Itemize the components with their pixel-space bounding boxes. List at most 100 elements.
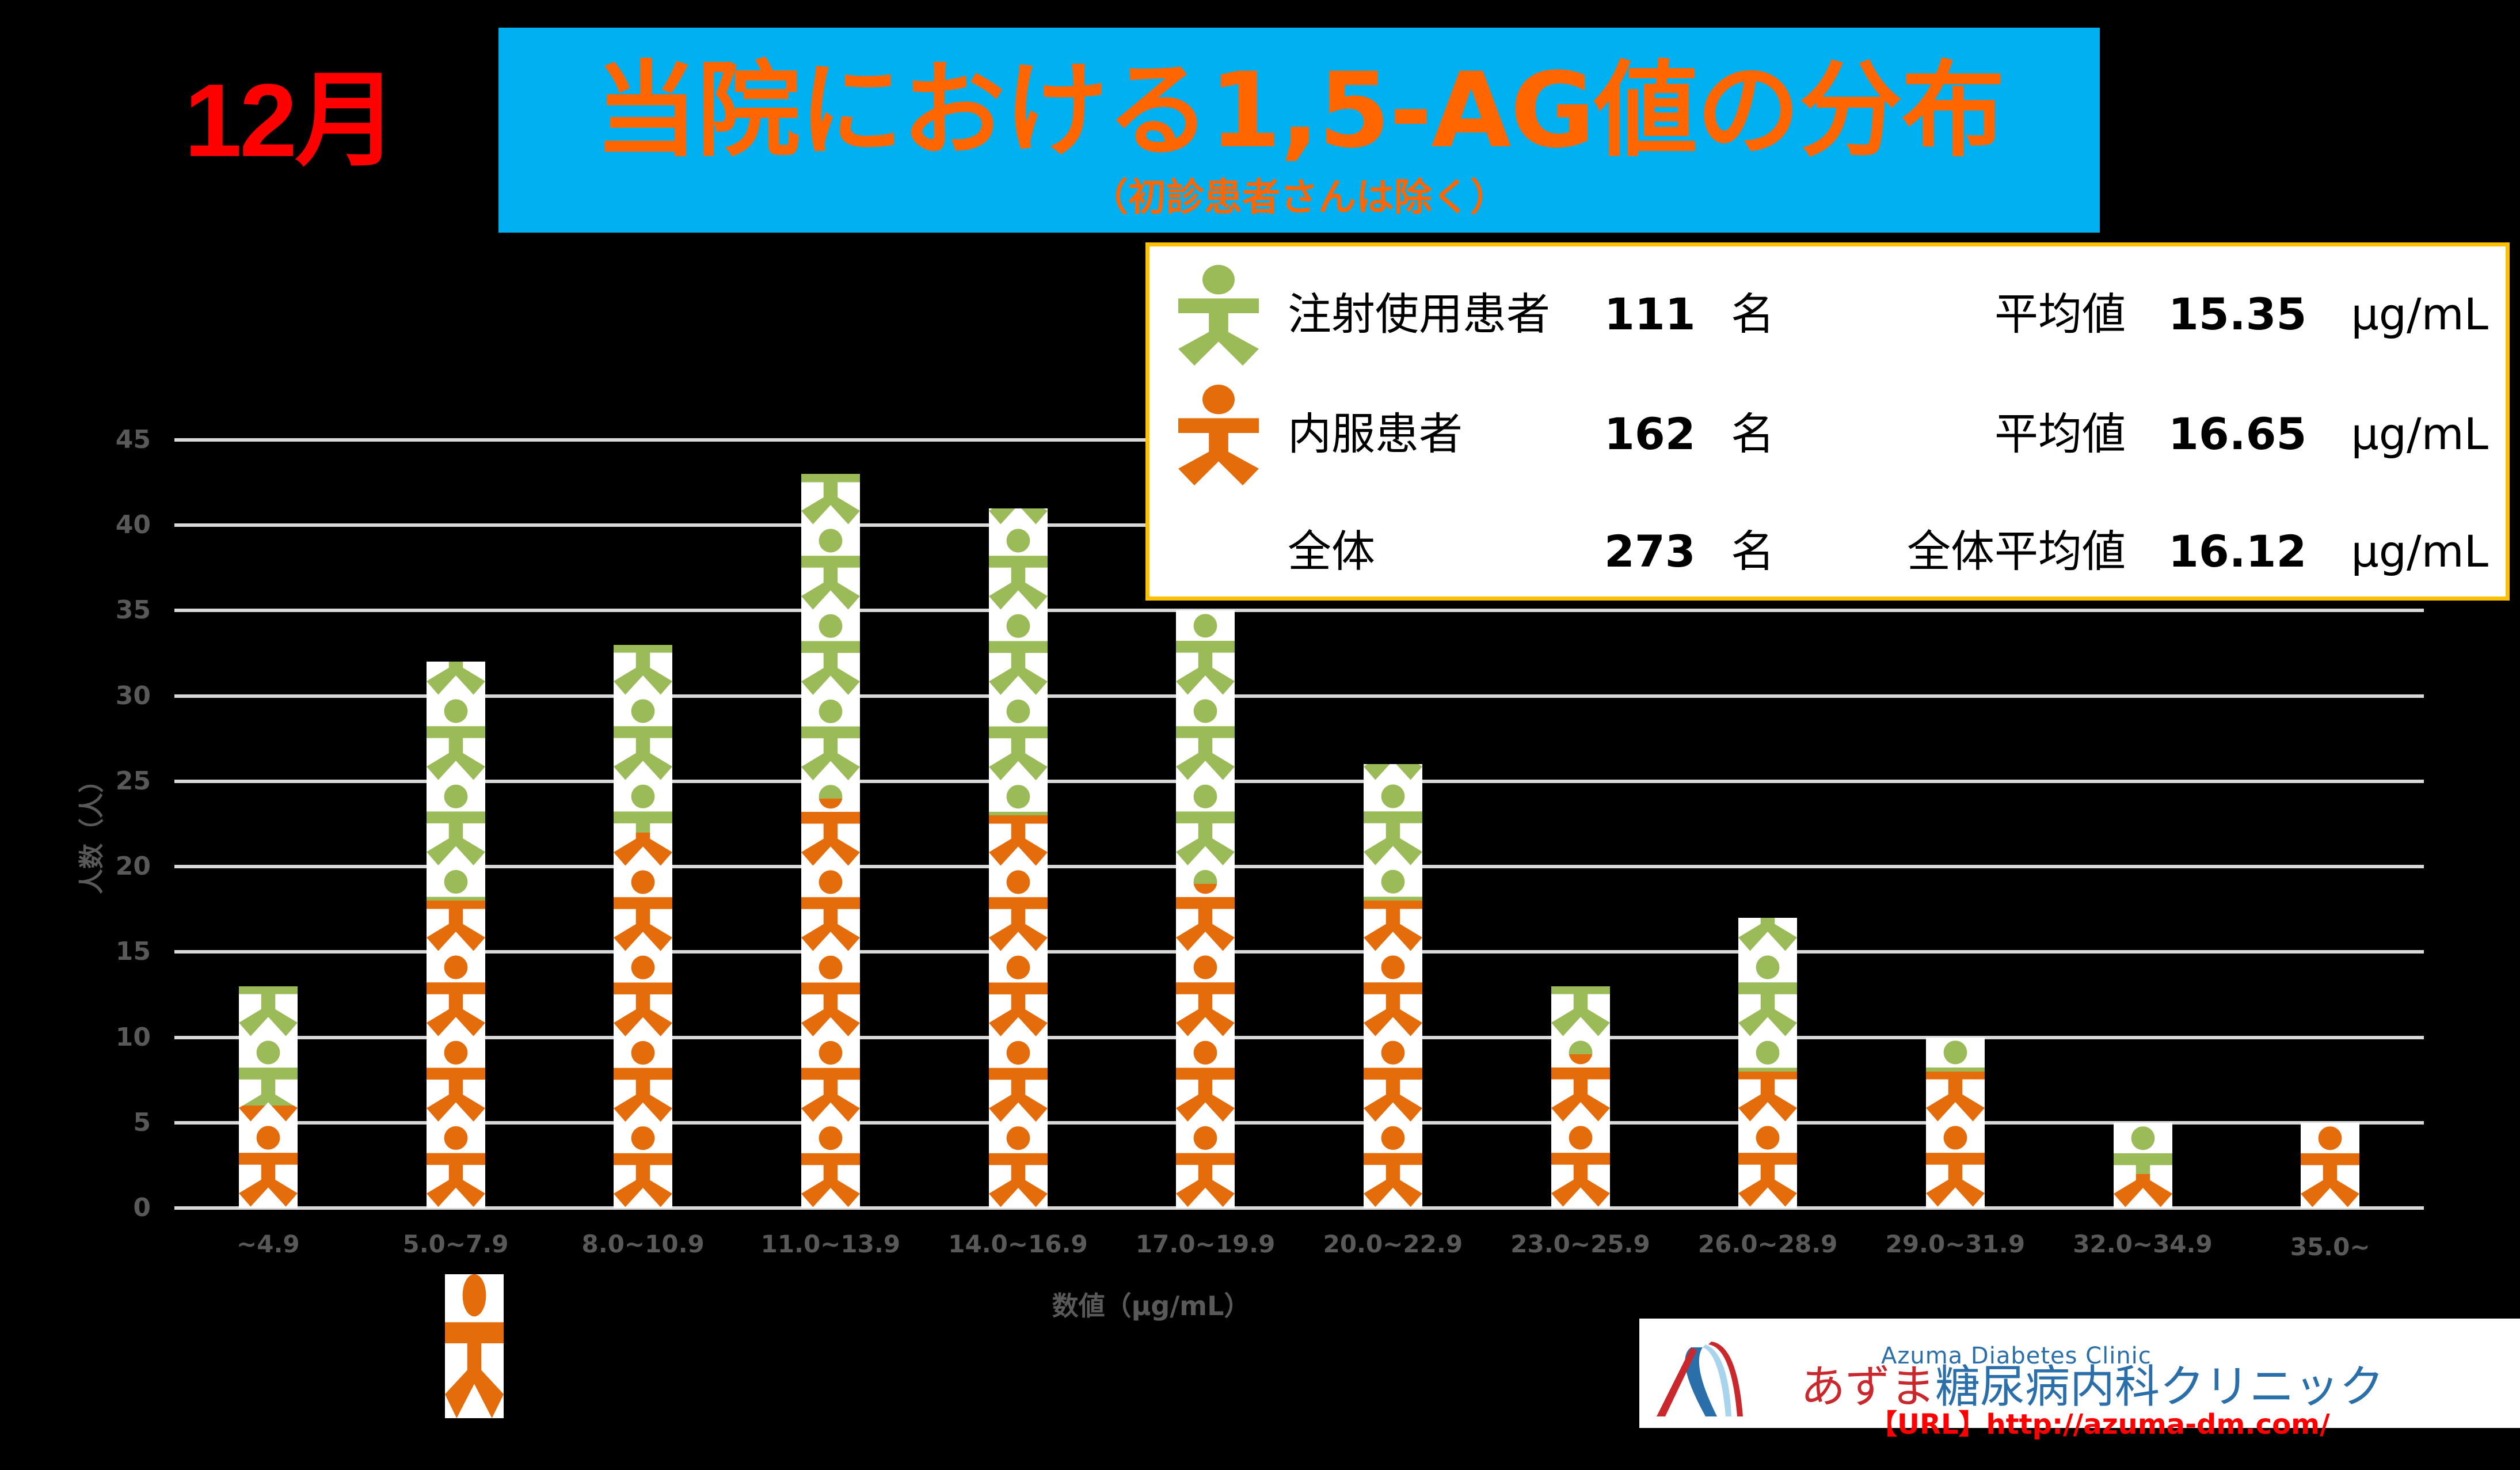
legend-avg: 16.65 (2168, 408, 2307, 459)
y-tick-label: 15 (115, 937, 151, 967)
gridline (174, 1206, 2424, 1210)
bar-segment-injection (427, 662, 485, 901)
bar[interactable] (1363, 764, 1422, 1208)
bar-segment-injection (1364, 764, 1422, 901)
y-tick-label: 35 (115, 595, 151, 625)
gridline (174, 1120, 2424, 1125)
legend-count: 273 (1604, 526, 1696, 577)
legend-count: 111 (1604, 288, 1696, 340)
y-tick-label: 25 (115, 766, 151, 796)
bar[interactable] (238, 986, 298, 1208)
clinic-name-jp: あずま糖尿病内科クリニック (1800, 1365, 2384, 1410)
x-tick-label: 5.0~7.9 (402, 1230, 509, 1258)
gridline (174, 865, 2424, 869)
gridline (174, 609, 2424, 613)
title-banner: 当院における1,5-AG値の分布 （初診患者さんは除く） (498, 28, 2100, 233)
page-title: 当院における1,5-AG値の分布 (594, 51, 2005, 171)
bar-segment-injection (1926, 1038, 1985, 1072)
legend-row-total: 全体 273 名 全体平均値 16.12 μg/mL (1149, 495, 2506, 610)
bar-segment-injection (614, 645, 672, 833)
bar-segment-oral (427, 901, 485, 1208)
bar-segment-injection (1176, 610, 1235, 883)
clinic-name-jp-blue: 糖尿病内科クリニック (1935, 1361, 2385, 1413)
bar-segment-oral (1926, 1072, 1985, 1208)
bar[interactable] (1738, 918, 1798, 1208)
bar-segment-oral (989, 815, 1048, 1208)
clinic-url-link[interactable]: 【URL】http://azuma-dm.com/ (1870, 1408, 2330, 1441)
bar[interactable] (1551, 986, 1610, 1208)
x-tick-label: 17.0~19.9 (1135, 1230, 1276, 1258)
bar-segment-injection (239, 986, 298, 1106)
gridline (174, 950, 2424, 954)
bar-segment-oral (1738, 1072, 1797, 1208)
bar-segment-oral (2114, 1174, 2172, 1208)
y-tick-label: 0 (133, 1193, 151, 1222)
legend-count-unit: 名 (1731, 526, 1775, 577)
stray-person-orange-icon (445, 1274, 504, 1418)
bar-segment-oral (1364, 901, 1422, 1208)
legend-avg-label: 全体平均値 (1907, 526, 2126, 577)
bar-segment-injection (2114, 1123, 2172, 1174)
legend-box: 注射使用患者 111 名 平均値 15.35 μg/mL 内服患者 162 名 … (1145, 242, 2510, 601)
legend-label: 全体 (1288, 526, 1375, 577)
legend-avg: 15.35 (2168, 288, 2307, 340)
x-tick-label: 14.0~16.9 (948, 1230, 1088, 1258)
bar-segment-injection (1551, 986, 1610, 1055)
bar[interactable] (614, 644, 673, 1208)
x-tick-label: 20.0~22.9 (1323, 1230, 1463, 1258)
legend-avg-unit: μg/mL (2351, 526, 2488, 577)
x-axis-label: 数値（μg/mL） (1052, 1290, 1251, 1321)
bar[interactable] (426, 662, 485, 1208)
clinic-name-jp-red: あずま (1800, 1361, 1936, 1413)
x-tick-label: ~4.9 (237, 1230, 300, 1258)
person-green-icon (1178, 265, 1259, 366)
x-tick-label: 23.0~25.9 (1510, 1230, 1650, 1258)
bar-segment-oral (239, 1106, 298, 1208)
clinic-logo-mark-icon (1657, 1342, 1743, 1416)
y-tick-label: 40 (115, 510, 151, 540)
legend-avg-label: 平均値 (1994, 288, 2126, 340)
bar-segment-injection (801, 474, 860, 798)
person-orange-icon (1178, 385, 1259, 485)
y-tick-label: 20 (115, 852, 151, 882)
bar[interactable] (2301, 1122, 2360, 1208)
x-tick-label: 32.0~34.9 (2073, 1230, 2213, 1258)
bar[interactable] (2113, 1122, 2172, 1208)
y-axis-label: 人数（人） (77, 768, 106, 894)
legend-row-injection: 注射使用患者 111 名 平均値 15.35 μg/mL (1149, 258, 2506, 373)
bar-segment-injection (989, 508, 1048, 816)
legend-label: 内服患者 (1288, 408, 1463, 459)
bar[interactable] (801, 474, 860, 1208)
legend-count: 162 (1604, 408, 1696, 459)
gridline (174, 694, 2424, 698)
x-tick-label: 29.0~31.9 (1885, 1230, 2026, 1258)
legend-avg-unit: μg/mL (2351, 288, 2488, 340)
legend-count-unit: 名 (1731, 408, 1775, 459)
x-tick-label: 26.0~28.9 (1697, 1230, 1838, 1258)
x-tick-label: 35.0~ (2290, 1233, 2370, 1261)
clinic-name-en: Azuma Diabetes Clinic (1881, 1343, 2152, 1369)
bar-segment-oral (614, 833, 672, 1208)
x-tick-label: 11.0~13.9 (760, 1230, 901, 1258)
clinic-logo[interactable]: Azuma Diabetes Clinic あずま糖尿病内科クリニック (1639, 1319, 2520, 1428)
gridline (174, 1035, 2424, 1039)
bar[interactable] (1925, 1037, 1985, 1208)
bar[interactable] (1176, 610, 1235, 1208)
legend-count-unit: 名 (1731, 288, 1775, 340)
y-tick-label: 45 (115, 425, 151, 454)
bar-segment-oral (801, 799, 860, 1208)
month-label: 12月 (184, 63, 398, 178)
bar-segment-oral (2301, 1123, 2359, 1208)
legend-row-oral: 内服患者 162 名 平均値 16.65 μg/mL (1149, 378, 2506, 493)
legend-avg: 16.12 (2168, 526, 2307, 577)
bar-segment-oral (1176, 884, 1235, 1208)
y-tick-label: 10 (115, 1022, 151, 1052)
y-tick-label: 30 (115, 681, 151, 711)
legend-label: 注射使用患者 (1288, 288, 1550, 340)
y-tick-label: 5 (133, 1107, 151, 1137)
x-tick-label: 8.0~10.9 (581, 1230, 705, 1258)
bar[interactable] (988, 508, 1048, 1208)
bar-segment-injection (1738, 918, 1797, 1072)
legend-avg-label: 平均値 (1994, 408, 2126, 459)
legend-avg-unit: μg/mL (2351, 408, 2488, 459)
